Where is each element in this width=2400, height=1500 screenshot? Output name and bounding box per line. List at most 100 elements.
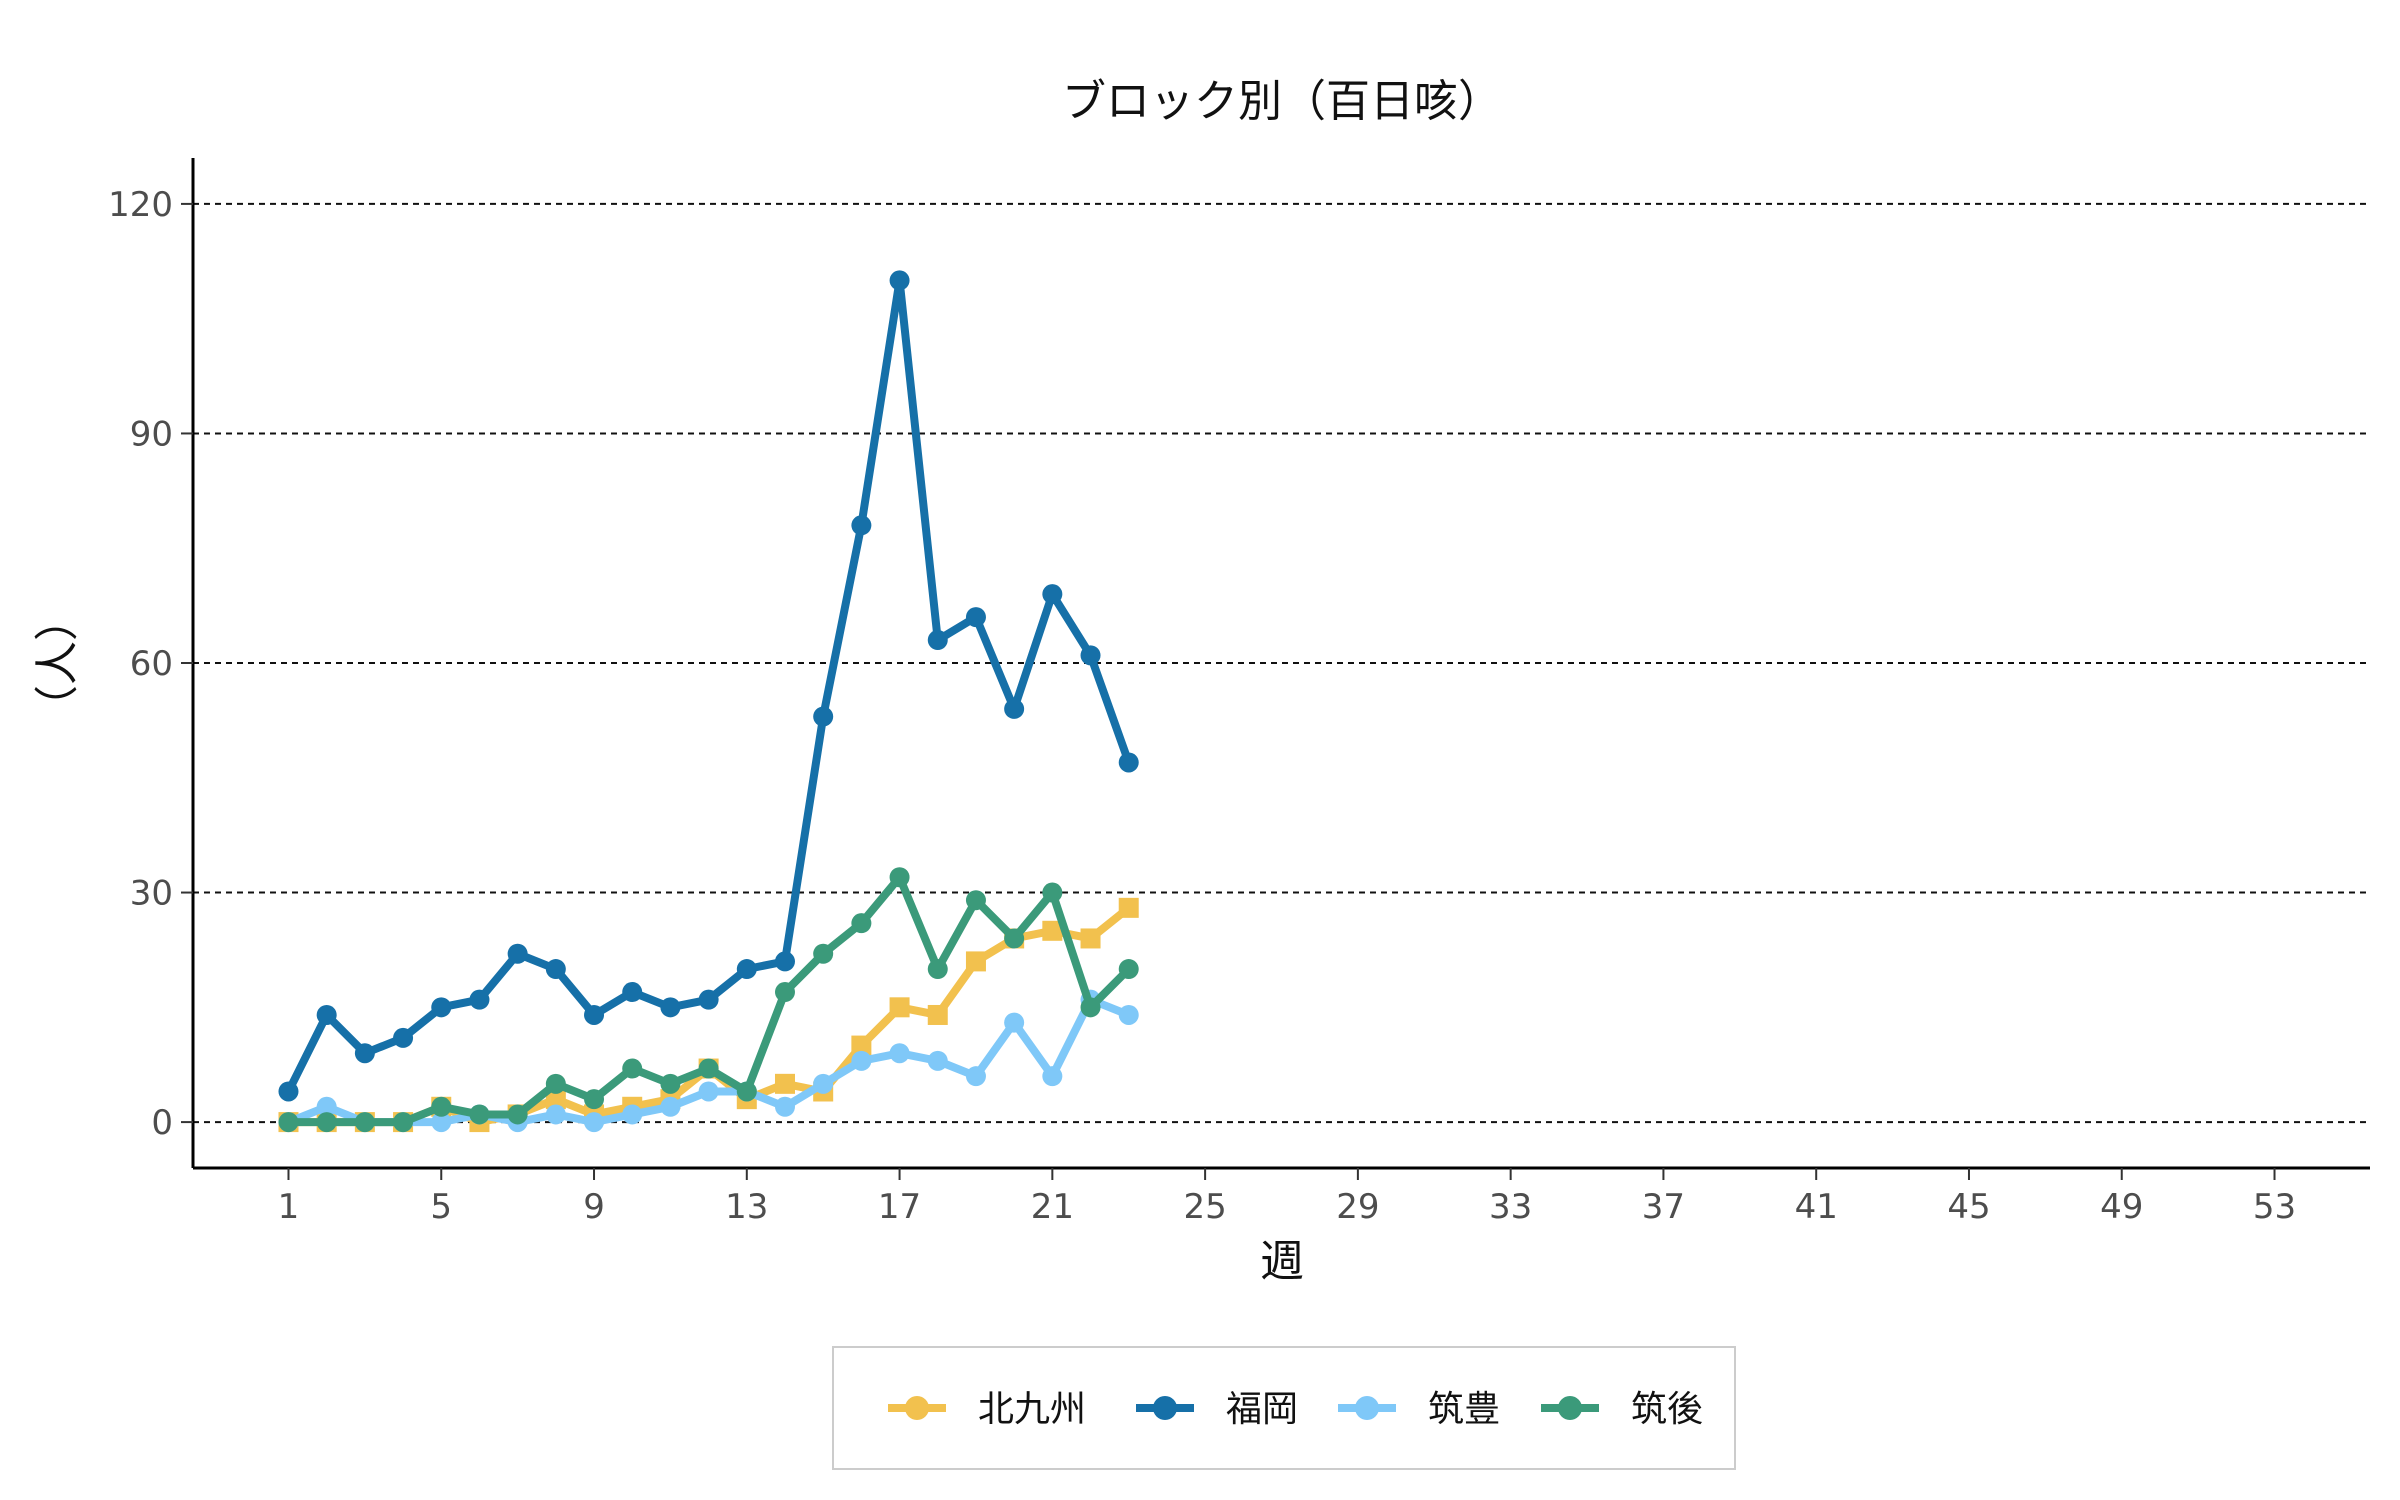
data-point	[774, 1073, 795, 1094]
data-point	[965, 951, 986, 972]
data-point	[1118, 752, 1139, 773]
data-point	[1042, 584, 1063, 605]
data-point	[1042, 920, 1063, 941]
x-tick-label: 13	[725, 1187, 768, 1227]
data-point	[1118, 1004, 1139, 1025]
series-4	[278, 867, 1139, 1133]
y-axis-title: （人）	[32, 597, 83, 729]
legend: 北九州 福岡 筑豊 筑後	[832, 1346, 1736, 1470]
data-point	[545, 959, 566, 980]
data-point	[851, 515, 872, 536]
data-point	[889, 1043, 910, 1064]
series-2	[278, 270, 1139, 1102]
data-point	[927, 1004, 948, 1025]
data-point	[545, 1104, 566, 1125]
data-point	[431, 997, 452, 1018]
x-tick-label: 41	[1795, 1187, 1838, 1227]
gridlines	[193, 202, 2370, 1124]
legend-swatch-marker	[905, 1396, 929, 1420]
data-point	[507, 1104, 528, 1125]
data-point	[354, 1043, 375, 1064]
x-tick-label: 5	[430, 1187, 452, 1227]
x-tick-label: 37	[1642, 1187, 1685, 1227]
chart-title: ブロック別（百日咳）	[1062, 76, 1502, 127]
y-tick-label: 90	[130, 414, 173, 454]
data-point	[698, 1081, 719, 1102]
data-point	[965, 1066, 986, 1087]
data-point	[1004, 928, 1025, 949]
x-tick-label: 53	[2253, 1187, 2296, 1227]
data-point	[774, 982, 795, 1003]
data-point	[965, 890, 986, 911]
data-point	[736, 1081, 757, 1102]
legend-swatch-marker	[1355, 1396, 1379, 1420]
data-point	[622, 1058, 643, 1079]
data-point	[431, 1096, 452, 1117]
legend-label: 筑豊	[1428, 1389, 1500, 1430]
data-point	[736, 959, 757, 980]
data-point	[813, 1073, 834, 1094]
y-axis-ticks: 0 30 60 90 120	[108, 185, 193, 1143]
legend-swatch-marker	[1153, 1396, 1177, 1420]
x-tick-label: 49	[2100, 1187, 2143, 1227]
data-point	[1042, 1066, 1063, 1087]
data-point	[1080, 928, 1101, 949]
x-tick-label: 21	[1031, 1187, 1074, 1227]
data-point	[660, 1096, 681, 1117]
legend-swatch-marker	[1558, 1396, 1582, 1420]
data-point	[584, 1112, 605, 1133]
data-point	[316, 1112, 337, 1133]
data-point	[927, 630, 948, 651]
data-point	[851, 1050, 872, 1071]
data-point	[660, 997, 681, 1018]
data-point	[278, 1112, 299, 1133]
series-line	[284, 276, 1133, 1096]
data-point	[851, 913, 872, 934]
legend-item: 北九州	[888, 1389, 1086, 1430]
y-tick-label: 120	[108, 185, 173, 225]
x-axis-ticks: 1 5 9 13 17 21 25 29 33 37 41 45 49 53	[278, 1168, 2296, 1227]
data-point	[774, 1096, 795, 1117]
legend-item: 福岡	[1136, 1389, 1298, 1430]
x-axis-title: 週	[1260, 1236, 1304, 1287]
series-layer	[278, 270, 1139, 1133]
legend-label: 北九州	[978, 1389, 1086, 1430]
data-point	[698, 1058, 719, 1079]
data-point	[1118, 897, 1139, 918]
data-point	[393, 1112, 414, 1133]
legend-label: 筑後	[1631, 1389, 1703, 1430]
data-point	[813, 943, 834, 964]
data-point	[545, 1073, 566, 1094]
data-point	[1080, 645, 1101, 666]
x-tick-label: 17	[878, 1187, 921, 1227]
data-point	[545, 1089, 566, 1110]
data-point	[507, 943, 528, 964]
data-point	[965, 607, 986, 628]
data-point	[1080, 997, 1101, 1018]
data-point	[622, 982, 643, 1003]
data-point	[774, 951, 795, 972]
data-point	[889, 997, 910, 1018]
legend-box	[832, 1346, 1736, 1470]
data-point	[660, 1073, 681, 1094]
x-tick-label: 1	[278, 1187, 300, 1227]
data-point	[813, 706, 834, 727]
data-point	[927, 959, 948, 980]
x-tick-label: 25	[1183, 1187, 1226, 1227]
y-tick-label: 30	[130, 874, 173, 914]
x-tick-label: 45	[1947, 1187, 1990, 1227]
data-point	[698, 989, 719, 1010]
data-point	[927, 1050, 948, 1071]
data-point	[851, 1035, 872, 1056]
data-point	[469, 1104, 490, 1125]
y-tick-label: 60	[130, 644, 173, 684]
data-point	[889, 270, 910, 291]
y-tick-label: 0	[151, 1103, 173, 1143]
data-point	[316, 1096, 337, 1117]
data-point	[316, 1004, 337, 1025]
x-tick-label: 29	[1336, 1187, 1379, 1227]
data-point	[393, 1027, 414, 1048]
data-point	[584, 1089, 605, 1110]
